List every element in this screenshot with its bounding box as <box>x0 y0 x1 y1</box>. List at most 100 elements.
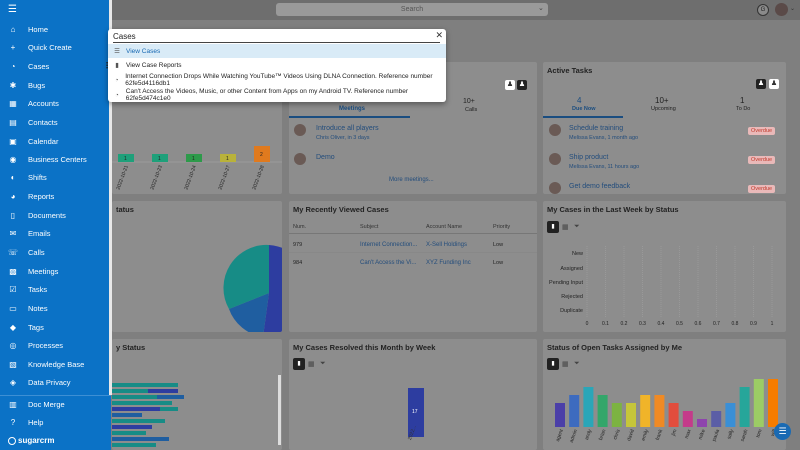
bar <box>118 154 134 162</box>
tab-meetings[interactable]: Meetings <box>339 106 366 112</box>
sidebar-item-documents[interactable]: ▯ Documents <box>0 206 111 224</box>
sidebar-item-notes[interactable]: ▭ Notes <box>0 299 111 317</box>
sidebar-item-data-privacy[interactable]: ◈ Data Privacy <box>0 373 111 391</box>
sidebar-item-doc-merge[interactable]: ▥ Doc Merge <box>0 395 111 413</box>
case-number: 979 <box>293 242 303 248</box>
sidebar-item-cases[interactable]: ◔ Cases <box>0 57 111 75</box>
quick-search-result-label: View Cases <box>126 47 161 55</box>
task-link[interactable]: Get demo feedback <box>569 183 631 190</box>
table-view-icon[interactable]: ▦ <box>308 361 315 368</box>
case-subject-link[interactable]: Internet Connection... <box>360 242 418 248</box>
processes-icon: ◎ <box>9 340 17 350</box>
table-view-icon[interactable]: ▦ <box>562 224 569 231</box>
global-search-input[interactable]: Search <box>276 3 548 16</box>
task-link[interactable]: Schedule training <box>569 125 624 132</box>
bar-value-label: 1 <box>124 156 127 162</box>
sidebar-item-emails[interactable]: ✉ Emails <box>0 224 111 242</box>
bar <box>112 395 157 399</box>
emails-icon: ✉ <box>9 228 17 238</box>
filter-icon[interactable]: ⏷ <box>574 223 580 230</box>
sidebar-item-tasks[interactable]: ☑ Tasks <box>0 280 111 298</box>
calendar-icon: ▣ <box>9 136 17 146</box>
notifications-badge[interactable]: G <box>757 4 769 16</box>
table-view-icon[interactable]: ▦ <box>562 361 569 368</box>
sidebar-item-contacts[interactable]: ▤ Contacts <box>0 113 111 131</box>
help-icon: ? <box>10 417 16 427</box>
scrollbar[interactable] <box>109 0 112 395</box>
meeting-link[interactable]: Demo <box>316 154 335 161</box>
user-filter-icon[interactable]: ♟ <box>756 79 766 89</box>
account-link[interactable]: XYZ Funding Inc <box>426 260 471 266</box>
tab-active-underline <box>543 116 623 118</box>
sidebar-item-meetings[interactable]: ▩ Meetings <box>0 262 111 280</box>
avatar <box>294 124 306 136</box>
column-header[interactable]: Priority <box>493 224 511 230</box>
group-filter-icon[interactable]: ♟ <box>517 80 527 90</box>
menu-fab-icon[interactable]: ☰ <box>774 423 791 440</box>
x-tick-label: agent <box>555 428 565 442</box>
tab-due-now[interactable]: Due Now <box>572 106 596 112</box>
quick-search-result[interactable]: ▮ View Case Reports <box>108 58 446 72</box>
column-header[interactable]: Subject <box>360 224 379 230</box>
status-badge: Overdue <box>748 185 776 193</box>
filter-icon[interactable]: ⏷ <box>320 360 326 367</box>
account-link[interactable]: X-Sell Holdings <box>426 242 468 248</box>
quick-search-input[interactable]: Cases <box>113 31 440 43</box>
chevron-down-icon[interactable]: ⌄ <box>790 6 796 12</box>
sidebar-item-help[interactable]: ? Help <box>0 413 111 431</box>
filter-icon[interactable]: ⏷ <box>574 360 580 367</box>
bar <box>148 389 178 393</box>
avatar[interactable] <box>775 3 788 16</box>
brand-name: sugarcrm <box>18 436 55 445</box>
sidebar-item-quick-create[interactable]: + Quick Create <box>0 38 111 56</box>
status-badge: Overdue <box>748 156 776 164</box>
meetings-icon: ▩ <box>9 266 17 276</box>
last-week-chart: New Assigned Pending Input Rejected Duplicat… <box>549 246 774 327</box>
scrollbar[interactable] <box>278 375 281 445</box>
group-filter-icon[interactable]: ♟ <box>769 79 779 89</box>
quick-search-result[interactable]: ◔ Internet Connection Drops While Watchin… <box>108 73 446 87</box>
open-tasks-chart: agent admin andy brian chris david emily frank j… <box>555 379 778 443</box>
avatar <box>549 182 561 194</box>
sidebar-item-tags[interactable]: ◆ Tags <box>0 318 111 336</box>
sidebar-item-label: Knowledge Base <box>28 359 85 369</box>
tab-upcoming[interactable]: Upcoming <box>651 106 676 112</box>
quick-search-result[interactable]: ◔ Can't Access the Videos, Music, or othe… <box>108 88 446 102</box>
tab-calls[interactable]: Calls <box>465 107 478 113</box>
kebab-menu-icon[interactable]: ⋮ <box>103 61 111 70</box>
close-icon[interactable]: ✕ <box>435 30 443 40</box>
sidebar-item-shifts[interactable]: ◐ Shifts <box>0 168 111 186</box>
sidebar-item-home[interactable]: ⌂ Home <box>0 20 111 38</box>
sidebar-item-business-centers[interactable]: ◉ Business Centers <box>0 150 111 168</box>
meeting-link[interactable]: Introduce all players <box>316 125 379 132</box>
y-tick-label: Rejected <box>561 294 583 300</box>
sidebar-item-reports[interactable]: ◕ Reports <box>0 187 111 205</box>
tab-to-do[interactable]: To Do <box>736 106 751 112</box>
x-tick-label: mike <box>698 428 707 440</box>
dashlet-title: y Status <box>116 343 146 352</box>
task-link[interactable]: Ship product <box>569 154 609 161</box>
sidebar-item-knowledge-base[interactable]: ▧ Knowledge Base <box>0 355 111 373</box>
status-badge: Overdue <box>748 127 776 135</box>
quick-search-result[interactable]: ☰ View Cases <box>108 44 446 58</box>
bar <box>711 411 722 427</box>
more-meetings-link[interactable]: More meetings... <box>389 177 434 183</box>
sidebar-item-bugs[interactable]: ✱ Bugs <box>0 76 111 94</box>
sidebar-item-processes[interactable]: ◎ Processes <box>0 336 111 354</box>
sidebar-item-calls[interactable]: ☏ Calls <box>0 243 111 261</box>
hamburger-icon[interactable]: ☰ <box>8 4 17 15</box>
y-tick-label: Pending Input <box>549 280 583 286</box>
column-header[interactable]: Num. <box>293 224 307 230</box>
tab-active-underline <box>289 116 410 118</box>
case-subject-link[interactable]: Can't Access the Vi... <box>360 260 417 266</box>
column-header[interactable]: Account Name <box>426 224 463 230</box>
bar-chart-icon[interactable]: ▮ <box>293 358 305 370</box>
user-filter-icon[interactable]: ♟ <box>505 80 515 90</box>
bar-chart-icon[interactable]: ▮ <box>547 358 559 370</box>
sidebar-item-accounts[interactable]: ▦ Accounts <box>0 94 111 112</box>
bar-chart-icon[interactable]: ▮ <box>547 221 559 233</box>
sidebar-item-calendar[interactable]: ▣ Calendar <box>0 132 111 150</box>
chevron-down-icon[interactable]: ⌄ <box>538 5 544 12</box>
quick-search-result-label: Internet Connection Drops While Watching… <box>125 73 433 87</box>
sidebar-item-label: Calendar <box>28 136 59 146</box>
